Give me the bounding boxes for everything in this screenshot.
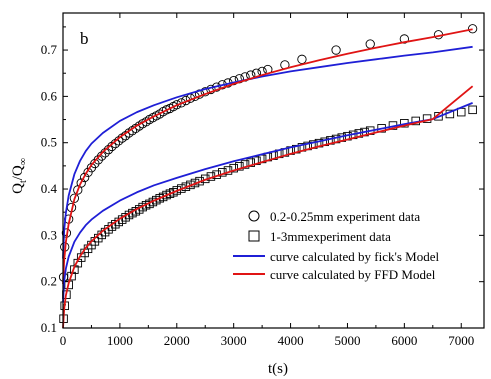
data-point-circle <box>107 141 117 152</box>
data-point-circle <box>83 167 93 178</box>
legend-label-ffd: curve calculated by FFD Model <box>270 267 436 282</box>
data-point-circle <box>79 172 90 183</box>
axes-group: 0 1000 2000 3000 4000 5000 6000 7000 0.1 0.2 0.3 0.… <box>41 13 484 348</box>
x-tick-label: 3000 <box>221 333 247 348</box>
y-tick-label: 0.7 <box>41 42 58 57</box>
x-tick-label: 1000 <box>107 333 133 348</box>
series-2 <box>62 45 473 259</box>
x-tick-label: 7000 <box>448 333 474 348</box>
x-tick-label: 2000 <box>164 333 190 348</box>
y-axis-label: Qt/Q∞ <box>10 158 29 194</box>
legend-label-circle: 0.2-0.25mm experiment data <box>270 209 420 224</box>
x-tick-label: 6000 <box>391 333 417 348</box>
data-point-square <box>229 163 238 173</box>
data-point-square <box>468 105 477 115</box>
panel-label: b <box>80 29 89 48</box>
data-point-square <box>235 162 244 171</box>
series-line <box>62 85 474 329</box>
series-line <box>62 45 473 259</box>
y-tick-label: 0.5 <box>41 135 57 150</box>
x-tick-label: 5000 <box>334 333 360 348</box>
legend-item-circle: 0.2-0.25mm experiment data <box>248 209 420 224</box>
data-point-square <box>240 160 250 169</box>
data-point-circle <box>172 100 182 110</box>
legend: 0.2-0.25mm experiment data 1-3mmexperime… <box>233 209 439 282</box>
x-tick-label: 4000 <box>278 333 304 348</box>
series-line <box>62 102 473 303</box>
data-point-circle <box>399 34 410 44</box>
data-point-circle <box>176 98 186 108</box>
series-4 <box>62 102 473 303</box>
data-point-square <box>172 186 182 195</box>
y-axis-label-mid: /Q <box>10 165 26 180</box>
series-layer <box>58 24 478 329</box>
legend-item-ffd: curve calculated by FFD Model <box>233 267 436 282</box>
y-axis-label-sub2: ∞ <box>18 158 29 165</box>
y-tick-label: 0.6 <box>41 88 58 103</box>
legend-label-fick: curve calculated by fick's Model <box>270 249 439 264</box>
data-point-circle <box>141 117 151 127</box>
plot-frame <box>62 12 485 329</box>
legend-item-fick: curve calculated by fick's Model <box>233 249 439 264</box>
legend-label-square: 1-3mmexperiment data <box>270 229 391 244</box>
series-3 <box>62 28 473 285</box>
y-tick-label: 0.2 <box>41 274 57 289</box>
series-line <box>62 28 473 285</box>
y-tick-label: 0.4 <box>41 181 58 196</box>
x-tick-label: 0 <box>60 333 67 348</box>
series-5 <box>62 85 474 329</box>
y-tick-label: 0.1 <box>41 320 57 335</box>
legend-square-marker <box>248 230 260 242</box>
data-point-square <box>434 112 443 121</box>
data-point-circle <box>155 109 165 119</box>
data-point-circle <box>365 39 375 49</box>
y-axis-label-main: Q <box>10 183 26 194</box>
data-point-circle <box>331 45 341 55</box>
data-point-circle <box>76 178 86 188</box>
legend-item-square: 1-3mmexperiment data <box>248 229 391 244</box>
x-axis-label: t(s) <box>268 361 288 377</box>
data-point-circle <box>297 54 307 64</box>
legend-circle-marker <box>248 210 260 222</box>
data-point-circle <box>467 24 478 34</box>
y-tick-label: 0.3 <box>41 227 57 242</box>
y-axis-label-sub1: t <box>18 180 29 183</box>
